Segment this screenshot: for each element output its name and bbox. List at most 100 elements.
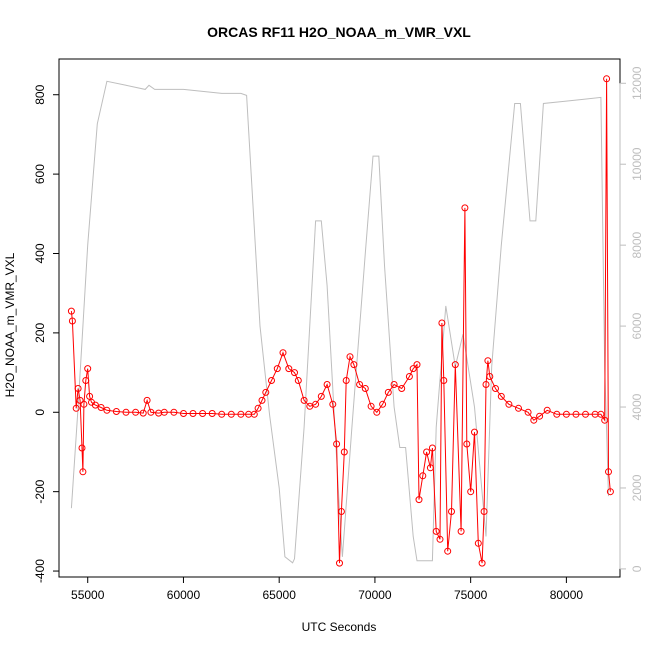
y-tick-label: -200 <box>33 479 47 503</box>
primary-series-point <box>78 444 86 452</box>
primary-series-point <box>346 353 354 361</box>
primary-series-point <box>415 496 423 504</box>
primary-series-point <box>471 428 478 436</box>
primary-series-point <box>300 396 308 404</box>
primary-series-point <box>199 410 207 417</box>
primary-series-point <box>356 381 364 388</box>
primary-series-point <box>97 404 105 411</box>
chart-title: ORCAS RF11 H2O_NOAA_m_VMR_VXL <box>207 24 471 40</box>
primary-series-point <box>423 448 431 456</box>
primary-series-point <box>273 365 281 373</box>
y2-tick-label: 10000 <box>630 147 644 181</box>
primary-series-point <box>74 385 82 392</box>
primary-series-point <box>72 404 80 412</box>
primary-series-point <box>440 377 448 384</box>
primary-series-point <box>515 404 522 412</box>
primary-series-point <box>413 361 421 369</box>
primary-series-point <box>312 400 320 408</box>
primary-series-point <box>505 400 513 408</box>
primary-series-point <box>279 349 287 357</box>
primary-series-point <box>461 204 469 212</box>
primary-series-point <box>384 388 392 396</box>
y-tick-label: 0 <box>33 409 47 416</box>
primary-series-point <box>438 319 446 327</box>
primary-series-point <box>486 373 494 380</box>
primary-series-point <box>428 444 436 452</box>
primary-series-point <box>132 408 140 416</box>
primary-series-point <box>426 464 434 472</box>
y-tick-label: 600 <box>33 164 47 184</box>
primary-series-point <box>409 365 417 373</box>
primary-series-point <box>553 410 561 418</box>
y2-tick-label: 12000 <box>630 66 644 100</box>
x-tick-label: 60000 <box>167 588 201 602</box>
primary-series-point <box>294 377 302 384</box>
primary-series-point <box>572 410 580 418</box>
primary-series-point <box>474 539 482 547</box>
primary-series-point <box>543 406 551 414</box>
y-axis: -400 -200 0 200 400 600 800 <box>33 84 60 583</box>
primary-series-point <box>432 527 440 535</box>
primary-series-point <box>601 416 609 424</box>
primary-series-point <box>597 410 605 418</box>
primary-series-point <box>463 440 471 448</box>
primary-series-point <box>482 381 490 388</box>
y-tick-label: -400 <box>33 559 47 583</box>
y2-tick-label: 2000 <box>630 474 644 501</box>
primary-series-point <box>262 388 270 396</box>
primary-series-point <box>147 408 155 416</box>
primary-series-point <box>379 400 387 408</box>
primary-series-point <box>367 402 375 410</box>
primary-series-point <box>536 412 544 420</box>
primary-series-point <box>603 75 611 83</box>
primary-series-point <box>350 361 358 369</box>
primary-series-point <box>329 400 337 408</box>
primary-series-point <box>436 535 444 543</box>
primary-series-line <box>70 78 611 564</box>
primary-series-point <box>143 396 151 404</box>
primary-series-point <box>291 369 298 377</box>
primary-series-point <box>268 377 275 384</box>
primary-series-point <box>340 448 348 456</box>
primary-series-point <box>390 381 398 388</box>
y-tick-label: 800 <box>33 84 47 104</box>
primary-series-point <box>139 409 147 417</box>
x-tick-label: 75000 <box>454 588 488 602</box>
primary-series-point <box>112 408 120 415</box>
primary-series-point <box>80 400 88 408</box>
x-tick-label: 70000 <box>358 588 392 602</box>
primary-series-point <box>582 410 589 418</box>
primary-series-point <box>342 377 350 384</box>
primary-series-point <box>605 468 612 476</box>
x-tick-label: 80000 <box>550 588 584 602</box>
secondary-series <box>70 80 609 564</box>
primary-series-point <box>227 410 235 418</box>
primary-series-point <box>497 392 505 400</box>
y2-axis: 0 2000 4000 6000 8000 10000 12000 <box>619 66 644 572</box>
primary-series-point <box>530 416 538 424</box>
y2-tick-label: 6000 <box>630 312 644 339</box>
primary-series-point <box>82 377 90 384</box>
primary-series-point <box>76 396 84 404</box>
primary-series-point <box>484 357 492 365</box>
primary-series-point <box>562 410 570 418</box>
primary-series-point <box>448 508 455 515</box>
primary-series-point <box>170 408 178 416</box>
primary-series-point <box>122 408 130 416</box>
y-tick-label: 200 <box>33 323 47 343</box>
primary-series-point <box>333 440 341 448</box>
primary-series-point <box>480 508 488 515</box>
primary-series-point <box>208 410 216 417</box>
primary-series-point <box>237 410 245 418</box>
primary-series-point <box>68 317 76 325</box>
primary-series-point <box>103 406 111 414</box>
primary-series-point <box>373 408 381 416</box>
primary-series-point <box>323 381 331 388</box>
primary-series-point <box>218 410 226 418</box>
primary-series-point <box>361 385 369 392</box>
secondary-series-line <box>70 80 609 564</box>
x-axis: 55000 60000 65000 70000 75000 80000 <box>71 576 584 602</box>
primary-series-point <box>405 373 413 380</box>
primary-series-point <box>524 408 532 416</box>
